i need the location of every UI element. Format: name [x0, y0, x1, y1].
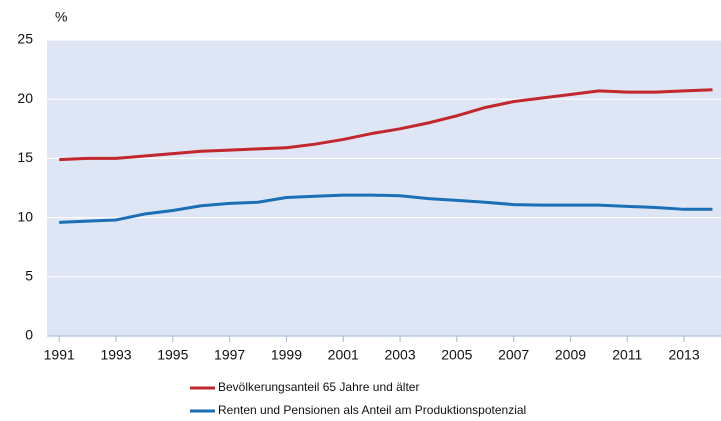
y-tick-label: 10	[17, 208, 33, 224]
x-tick-label: 1997	[214, 347, 245, 363]
x-tick-label: 2009	[555, 347, 586, 363]
y-tick-label: 25	[17, 31, 33, 47]
x-tick-label: 1993	[100, 347, 131, 363]
legend-label: Bevölkerungsanteil 65 Jahre und älter	[218, 380, 419, 394]
legend-label: Renten und Pensionen als Anteil am Produ…	[218, 403, 526, 417]
y-tick-label: 15	[17, 149, 33, 165]
x-tick-label: 2011	[612, 347, 642, 363]
y-tick-label: 20	[17, 90, 33, 106]
series-line	[59, 88, 713, 162]
y-axis-label: %	[55, 9, 67, 25]
x-tick-label: 2001	[328, 347, 359, 363]
y-tick-label: 5	[25, 268, 33, 284]
x-tick-label: 1995	[157, 347, 188, 363]
x-tick-label: 1999	[271, 347, 302, 363]
y-tick-label: 0	[25, 327, 33, 343]
x-tick-label: 2005	[441, 347, 472, 363]
series-line	[59, 193, 713, 224]
plot-background	[47, 40, 721, 336]
x-tick-label: 2007	[498, 347, 529, 363]
x-tick-label: 1991	[44, 347, 75, 363]
x-tick-label: 2003	[384, 347, 415, 363]
x-tick-label: 2013	[668, 347, 699, 363]
